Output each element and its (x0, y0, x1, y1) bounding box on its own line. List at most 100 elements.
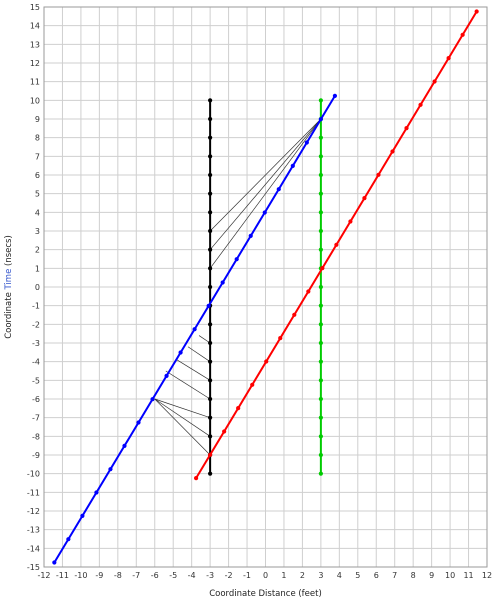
data-point (304, 140, 309, 145)
data-point (250, 382, 255, 387)
series-layer (52, 9, 479, 565)
data-point (332, 93, 338, 98)
x-axis-title: Coordinate Distance (feet) (209, 589, 322, 599)
y-tick-label: 1 (35, 264, 40, 273)
x-tick-label: -2 (225, 571, 233, 580)
y-tick-label: -14 (27, 544, 40, 553)
data-point (208, 228, 213, 234)
data-point (432, 79, 437, 84)
data-point (208, 154, 213, 159)
data-point (318, 284, 323, 290)
x-tick-label: 1 (281, 571, 286, 580)
data-point (208, 172, 213, 178)
x-tick-label: -3 (206, 571, 214, 580)
data-point (208, 135, 213, 140)
y-tick-label: -3 (32, 339, 40, 348)
data-point (208, 359, 213, 364)
data-point (376, 172, 381, 177)
y-tick-label: -2 (32, 320, 40, 329)
x-tick-label: -12 (37, 571, 50, 580)
y-tick-labels: -15-14-13-12-11-10-9-8-7-6-5-4-3-2-10123… (27, 3, 40, 572)
y-axis-title-part: Coordinate (4, 289, 14, 338)
y-axis-title-accent: Time (4, 269, 14, 291)
series-2 (52, 93, 338, 565)
y-tick-label: -1 (32, 302, 40, 311)
series-1 (318, 98, 323, 476)
data-point (208, 266, 213, 271)
data-point (208, 434, 213, 439)
data-point (234, 257, 239, 262)
y-tick-label: 3 (35, 227, 40, 236)
data-point (318, 135, 323, 140)
y-tick-label: -12 (27, 507, 40, 516)
data-point (320, 266, 325, 271)
data-point (318, 117, 323, 122)
data-point (208, 191, 213, 196)
data-point (276, 187, 281, 192)
y-tick-label: 6 (35, 171, 40, 180)
hatch-line (198, 335, 211, 344)
data-point (318, 191, 323, 196)
hatch-line (176, 359, 211, 381)
y-tick-label: 5 (35, 190, 40, 199)
hatch-line (165, 370, 211, 400)
data-point (208, 396, 213, 402)
y-tick-label: 0 (35, 283, 40, 292)
data-point (362, 196, 367, 201)
data-point (206, 303, 211, 308)
y-tick-label: 7 (35, 152, 40, 161)
data-point (208, 210, 213, 215)
data-point (446, 56, 451, 61)
y-tick-label: -11 (27, 488, 40, 497)
x-tick-label: 12 (482, 571, 492, 580)
data-point (208, 322, 213, 327)
series-0 (208, 98, 213, 476)
data-point (208, 378, 213, 383)
y-tick-label: -4 (32, 358, 40, 367)
y-tick-label: -7 (32, 414, 40, 423)
hatch-line (209, 118, 322, 269)
x-tick-label: 6 (374, 571, 379, 580)
x-tick-label: 0 (263, 571, 268, 580)
data-point (318, 172, 323, 178)
x-tick-label: 11 (463, 571, 473, 580)
data-point (208, 452, 213, 457)
data-point (108, 467, 113, 472)
data-point (220, 280, 225, 285)
series-3 (193, 9, 479, 481)
data-point (66, 537, 71, 542)
x-tick-label: -10 (74, 571, 87, 580)
y-tick-label: 2 (35, 246, 40, 255)
data-point (318, 471, 323, 476)
data-point (208, 247, 213, 252)
data-point (52, 560, 57, 565)
x-tick-label: 2 (300, 571, 305, 580)
data-point (248, 233, 253, 238)
data-point (318, 247, 323, 252)
data-point (318, 228, 323, 234)
data-point (208, 471, 213, 476)
y-tick-label: 12 (30, 59, 40, 68)
data-point (318, 415, 323, 420)
data-point (264, 359, 269, 364)
data-point (208, 98, 213, 103)
data-point (290, 163, 295, 168)
data-point (178, 350, 183, 355)
hatch-line (209, 118, 322, 250)
data-point (222, 429, 227, 434)
hatch-line (187, 346, 211, 362)
y-tick-label: 15 (30, 3, 40, 12)
data-point (236, 406, 241, 411)
data-point (193, 476, 199, 481)
data-point (460, 32, 465, 37)
data-point (292, 312, 297, 317)
data-point (318, 396, 323, 402)
data-point (318, 359, 323, 364)
y-tick-label: -6 (32, 395, 40, 404)
data-point (418, 102, 423, 107)
x-tick-label: 9 (429, 571, 434, 580)
x-tick-label: -8 (114, 571, 122, 580)
y-axis-title: Coordinate Time (nsecs) (4, 235, 14, 339)
x-tick-label: 4 (337, 571, 342, 580)
